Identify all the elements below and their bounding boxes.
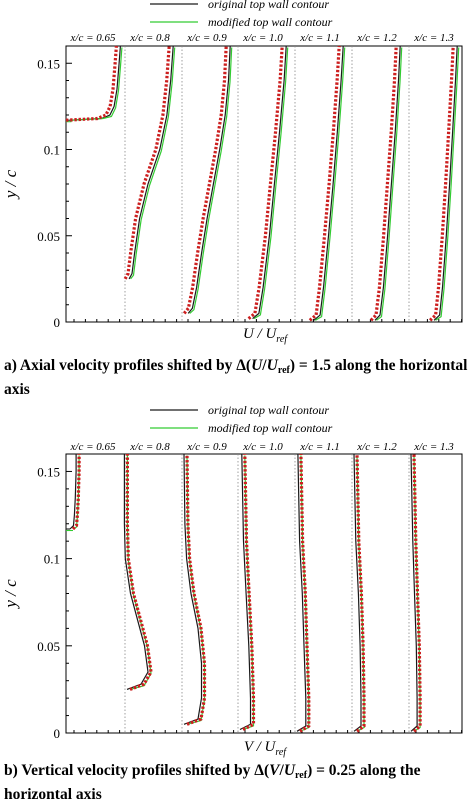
ytick-label: 0.15 (37, 56, 60, 71)
profile-original (252, 45, 287, 320)
legend-label-modified: modified top wall contour (208, 421, 333, 435)
profile-modified (413, 455, 421, 732)
y-axis-label: y / c (1, 579, 20, 610)
profile-modified (314, 47, 346, 321)
profile-measured (412, 453, 422, 733)
profile-measured (299, 453, 311, 733)
plot-frame (65, 453, 463, 734)
profile-original (123, 454, 149, 690)
profile-original (374, 45, 401, 321)
legend-label-original: original top wall contour (208, 0, 329, 11)
legend-label-modified: modified top wall contour (208, 15, 333, 29)
profile-modified (356, 455, 365, 732)
station-label: x/c = 0.65 (70, 32, 116, 44)
station-label: x/c = 0.65 (70, 441, 116, 453)
station-label: x/c = 1.3 (413, 32, 454, 44)
caption-b: b) Vertical velocity profiles shifted by… (4, 762, 421, 803)
profile-modified (189, 47, 233, 314)
x-axis-label: U / Uref (243, 326, 288, 345)
station-label: x/c = 0.8 (129, 32, 170, 44)
profile-original (410, 453, 418, 732)
profile-measured (125, 454, 153, 691)
x-axis-label: V / Uref (244, 739, 287, 758)
station-label: x/c = 1.1 (299, 441, 340, 453)
legend: original top wall contour modified top wa… (150, 0, 333, 29)
profile-original (433, 45, 458, 321)
station-label: x/c = 1.1 (299, 32, 340, 44)
profile-original (313, 45, 344, 321)
ytick-label: 0.1 (44, 552, 60, 567)
station-label: x/c = 0.9 (186, 32, 227, 44)
ytick-label: 0 (54, 726, 61, 741)
profile-original (69, 454, 77, 530)
profile-modified (130, 47, 176, 280)
ytick-label: 0 (54, 315, 61, 330)
profile-modified (435, 47, 460, 321)
station-label: x/c = 1.2 (356, 441, 397, 453)
station-label: x/c = 1.0 (242, 32, 283, 44)
ytick-label: 0.1 (44, 143, 60, 158)
caption-a: a) Axial velocity profiles shifted by Δ(… (4, 357, 468, 398)
ytick-label: 0.05 (37, 639, 60, 654)
x-axis-label-main: V / U (244, 739, 277, 755)
profile-measured (185, 453, 207, 726)
profile-measured (182, 45, 228, 315)
profile-measured (123, 45, 171, 280)
station-label: x/c = 0.8 (129, 441, 170, 453)
profile-measured (242, 453, 256, 731)
profile-original (296, 453, 307, 732)
legend: original top wall contour modified top wa… (150, 403, 333, 435)
profile-modified (71, 47, 123, 121)
profile-measured (308, 45, 341, 322)
panel-a-axial-velocity: original top wall contour modified top wa… (1, 0, 463, 345)
legend-label-original: original top wall contour (208, 403, 329, 417)
profile-modified (253, 47, 289, 320)
profile-original (183, 453, 203, 725)
ytick-label: 0.15 (37, 464, 60, 479)
profile-original (128, 45, 174, 280)
profile-measured (65, 45, 118, 122)
station-label: x/c = 1.0 (242, 441, 283, 453)
station-label: x/c = 1.3 (413, 441, 454, 453)
y-axis-label: y / c (1, 169, 20, 200)
panel-b-vertical-velocity: original top wall contour modified top wa… (1, 403, 463, 758)
profile-original (187, 45, 231, 314)
profile-original (353, 453, 362, 732)
station-label: x/c = 1.2 (356, 32, 397, 44)
x-axis-label-sub: ref (276, 334, 288, 345)
profile-measured (355, 453, 366, 733)
x-axis-label-main: U / U (243, 326, 278, 342)
x-axis-label-sub: ref (275, 747, 287, 758)
station-label: x/c = 0.9 (186, 441, 227, 453)
ytick-label: 0.05 (37, 229, 60, 244)
profile-modified (376, 47, 403, 321)
